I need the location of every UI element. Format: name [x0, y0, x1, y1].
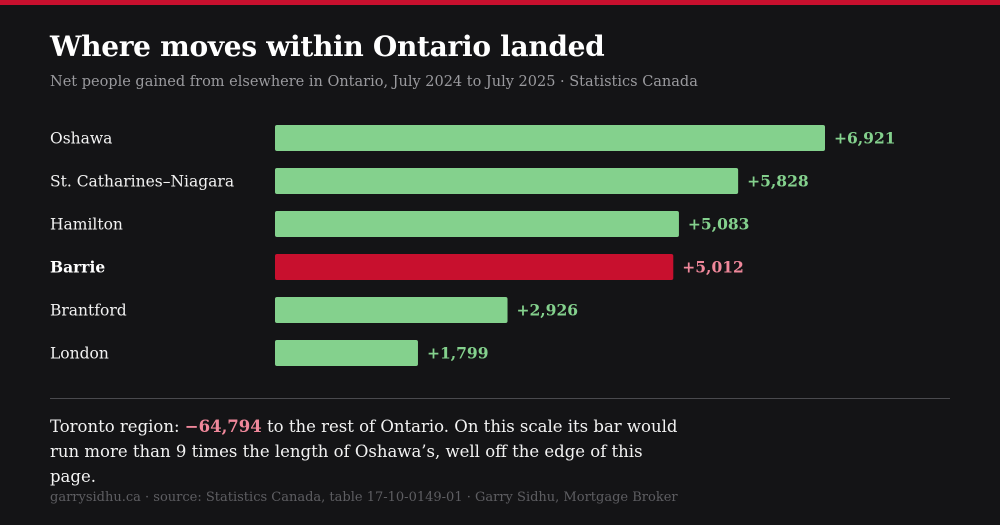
bar-london: [275, 340, 418, 366]
value-label-oshawa: +6,921: [834, 129, 896, 148]
toronto-note: Toronto region: −64,794 to the rest of O…: [50, 414, 690, 489]
bar-hamilton: [275, 211, 679, 237]
category-label-brantford: Brantford: [50, 302, 127, 320]
value-label-brantford: +2,926: [517, 301, 579, 320]
footer-source: garrysidhu.ca · source: Statistics Canad…: [50, 490, 678, 505]
category-label-oshawa: Oshawa: [50, 130, 112, 148]
value-label-hamilton: +5,083: [688, 215, 750, 234]
top-accent-bar: [0, 0, 1000, 5]
value-label-barrie: +5,012: [682, 258, 744, 277]
category-label-st-catharines-niagara: St. Catharines–Niagara: [50, 173, 234, 191]
chart-title: Where moves within Ontario landed: [50, 30, 605, 63]
note-value: −64,794: [184, 417, 262, 436]
category-label-london: London: [50, 345, 109, 363]
note-prefix: Toronto region:: [50, 417, 185, 436]
bar-brantford: [275, 297, 508, 323]
divider: [50, 398, 950, 399]
value-label-st-catharines-niagara: +5,828: [747, 172, 809, 191]
bar-chart: Oshawa +6,921 St. Catharines–Niagara +5,828…: [50, 125, 896, 366]
bar-oshawa: [275, 125, 825, 151]
bar-st-catharines-niagara: [275, 168, 739, 194]
value-label-london: +1,799: [427, 344, 489, 363]
note-suffix: to the rest of Ontario. On this scale it…: [50, 417, 678, 486]
bar-barrie: [275, 254, 674, 280]
category-label-hamilton: Hamilton: [50, 216, 123, 234]
chart-subtitle: Net people gained from elsewhere in Onta…: [50, 74, 698, 90]
category-label-barrie: Barrie: [50, 258, 105, 277]
